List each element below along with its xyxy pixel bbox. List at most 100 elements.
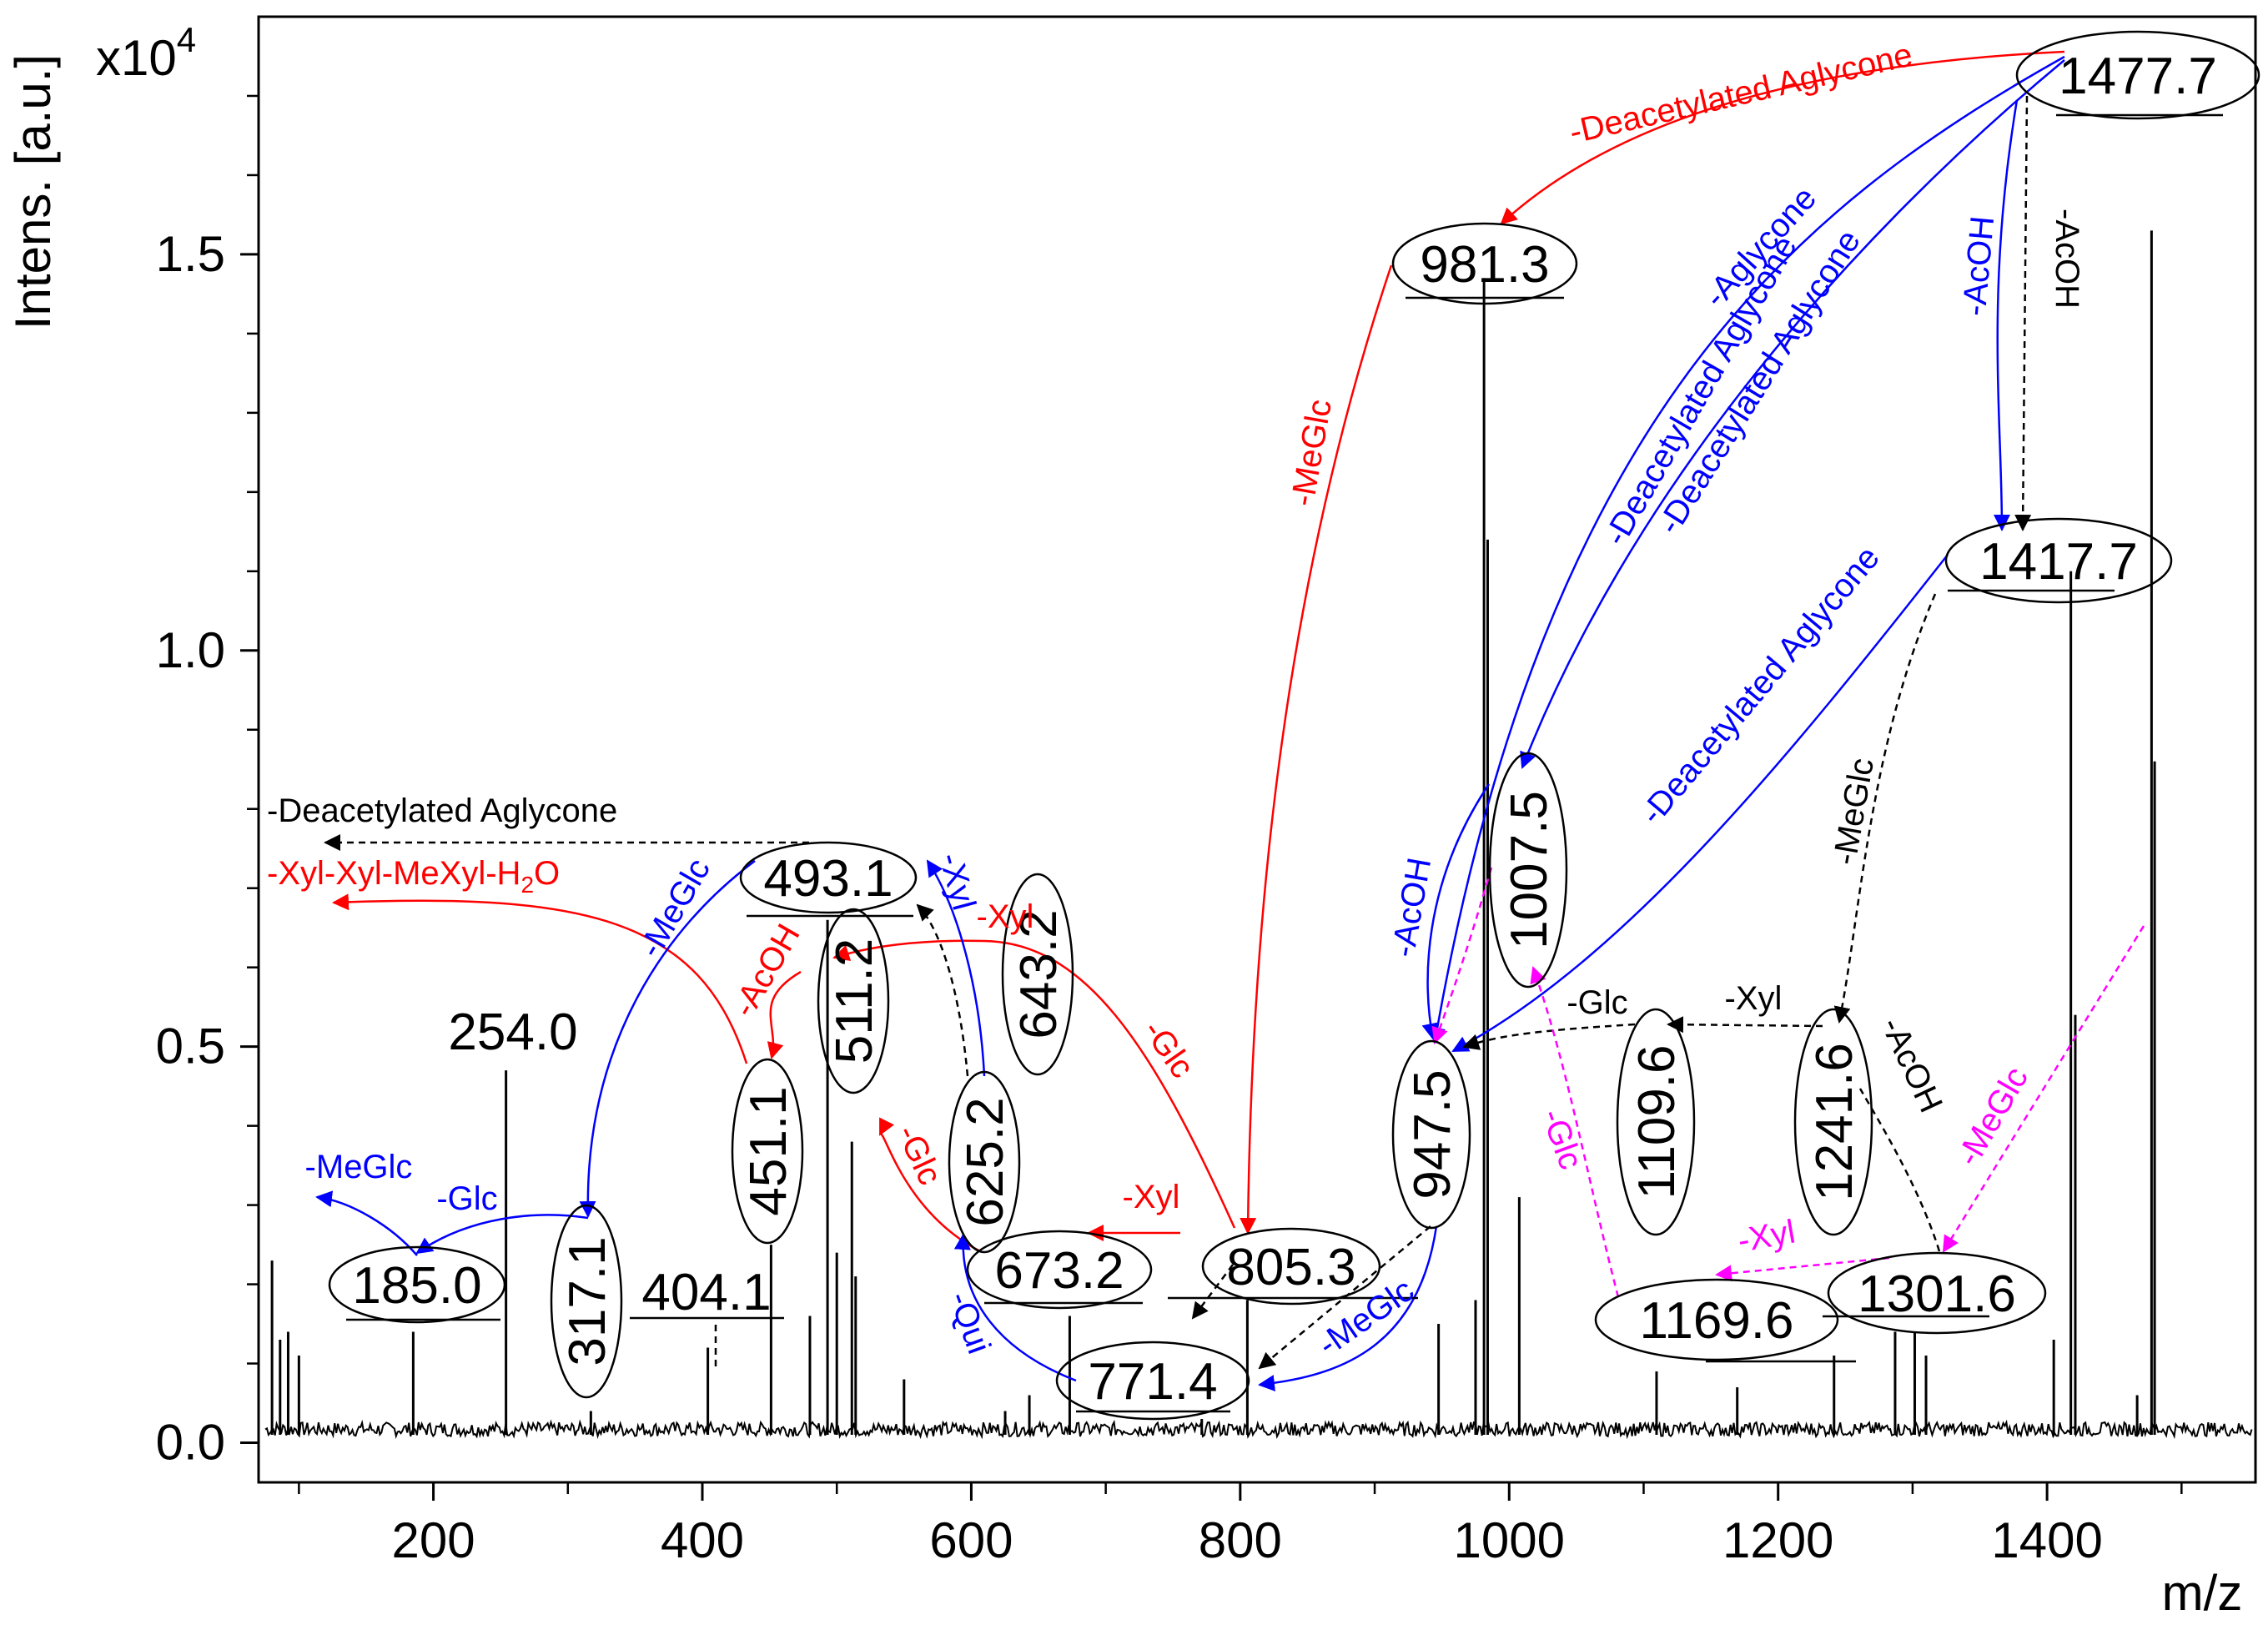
peak-label-947: 947.5 <box>1404 1069 1461 1199</box>
peak-label-1301: 1301.6 <box>1858 1265 2016 1323</box>
y-multiplier-exponent: 4 <box>177 20 196 59</box>
ann-glc-red-2: -Glc <box>889 1119 948 1190</box>
arrow-317-185-blue <box>415 1214 589 1255</box>
peak-label-1241: 1241.6 <box>1806 1043 1863 1201</box>
peak-label-404: 404.1 <box>641 1264 771 1321</box>
ann-glc-black: -Glc <box>1566 984 1627 1021</box>
peak-label-493: 493.1 <box>763 850 893 908</box>
ann-qui-blue: -Qui <box>942 1287 998 1359</box>
y-tick-label-1: 0.5 <box>156 1019 225 1074</box>
ellipse-625 <box>948 1070 1021 1254</box>
peak-label-1417: 1417.7 <box>1979 533 2138 591</box>
arrow-1417-1241-black <box>1833 593 1937 1024</box>
arrow-805-511-red <box>832 939 1236 1229</box>
arrow-1007-947-blue <box>1421 783 1491 1040</box>
peak-label-1109: 1109.6 <box>1628 1044 1686 1199</box>
ellipse-1477 <box>2015 30 2260 120</box>
ann-glc-magenta: -Glc <box>1534 1104 1589 1175</box>
peak-label-771: 771.4 <box>1088 1353 1217 1411</box>
ellipse-805 <box>1201 1227 1381 1306</box>
x-axis-label: m/z <box>2162 1565 2243 1621</box>
ellipse-771 <box>1055 1341 1250 1421</box>
ellipse-511 <box>817 908 890 1094</box>
label-underlines <box>346 113 2223 1413</box>
ellipse-451 <box>731 1058 804 1245</box>
arrow-out-1301-magenta <box>1942 925 2145 1253</box>
ellipse-1007 <box>1488 752 1568 989</box>
ellipse-493 <box>739 841 918 914</box>
fragmentation-arrows <box>315 50 2145 1391</box>
arrow-1301-1241-black <box>1858 1088 1941 1252</box>
peak-ellipses <box>328 30 2260 1421</box>
peak-label-511: 511.2 <box>826 938 883 1064</box>
x-tick-label-400: 400 <box>661 1512 744 1568</box>
spectrum-trace <box>264 230 2253 1440</box>
arrow-1007-947-magenta <box>1431 867 1493 1044</box>
arrow-1477-1417-black <box>2014 95 2032 531</box>
peak-label-625: 625.2 <box>957 1097 1014 1226</box>
ellipse-1241 <box>1793 1008 1873 1236</box>
ellipse-1417 <box>1944 517 2173 604</box>
ellipse-947 <box>1391 1039 1471 1230</box>
peak-label-1007: 1007.5 <box>1501 791 1558 949</box>
peak-labels: 1477.7 981.3 1417.7 1007.5 947.5 1109.6 … <box>352 48 2216 1411</box>
ann-glc-blue: -MeGlc <box>305 1149 413 1185</box>
ann-xyl-xyl-mexyl-h2o-tail: O <box>534 855 560 892</box>
ann-xyl-black: -Xyl <box>1725 980 1783 1017</box>
ann-xyl-magenta: -Xyl <box>1735 1214 1798 1260</box>
peak-label-673: 673.2 <box>994 1242 1124 1300</box>
ann-megl-red: -MeGlc <box>1284 396 1339 509</box>
ann-xyl-xyl-mexyl-h2o-sub: 2 <box>520 872 534 898</box>
ann-xyl-blue-2: -Glc <box>436 1180 497 1217</box>
arrow-493-317-blue <box>579 859 756 1218</box>
y-axis-label: Intens. [a.u.] <box>5 54 61 330</box>
peak-label-643: 643.2 <box>1010 909 1068 1039</box>
ann-megl-blue-2: -MeGlc <box>631 853 717 964</box>
ellipse-643 <box>1001 873 1074 1076</box>
peak-label-1477: 1477.7 <box>2059 48 2217 105</box>
peak-label-805: 805.3 <box>1226 1239 1355 1296</box>
annotation-labels: -Deacetylated Aglycone -Aglycone -Deacet… <box>267 37 2085 1364</box>
ellipse-317 <box>550 1204 623 1399</box>
ellipse-981 <box>1391 222 1578 305</box>
arrow-1477-1007-blue <box>1520 59 2065 769</box>
arrow-771-625-blue <box>953 1233 1077 1382</box>
arrow-947-771-blue <box>1258 1225 1438 1391</box>
ann-acoh-blue-1: -AcOH <box>1956 214 2001 317</box>
peak-label-254: 254.0 <box>448 1004 577 1061</box>
ann-deacetylated-aglycone-black: -Deacetylated Aglycone <box>267 792 617 829</box>
x-tick-label-1200: 1200 <box>1722 1512 1833 1568</box>
ann-xyl-red-2: -Xyl <box>1123 1179 1180 1215</box>
y-multiplier-base: x10 <box>96 30 177 86</box>
arrow-1477-947-aglycone-blue <box>1429 55 2065 1044</box>
baseline-noise <box>264 1419 2253 1440</box>
arrow-981-805-red <box>1240 264 1393 1235</box>
y-tick-label-3: 1.5 <box>156 226 225 282</box>
x-tick-label-200: 200 <box>392 1512 475 1568</box>
arrow-511-451-red <box>767 970 802 1059</box>
arrow-1241-1109-black <box>1667 1016 1823 1034</box>
arrow-1301-1169-magenta <box>1715 1256 1890 1282</box>
axis-ticks: 200 400 600 800 1000 1200 1400 0.0 0.5 1.0 1.5 <box>156 94 2183 1568</box>
peak-label-451: 451.1 <box>740 1086 797 1215</box>
plot-frame <box>257 15 2257 1484</box>
ellipse-673 <box>966 1230 1153 1310</box>
ellipse-1169 <box>1594 1278 1839 1361</box>
ann-glc-red-1: -Glc <box>1136 1014 1201 1084</box>
x-tick-label-600: 600 <box>929 1512 1013 1568</box>
peak-label-185: 185.0 <box>352 1257 481 1315</box>
arrow-1109-947-black <box>1462 1023 1636 1050</box>
x-tick-label-1000: 1000 <box>1454 1512 1565 1568</box>
arrow-451-out-red <box>332 893 748 1064</box>
ellipse-1301 <box>1827 1251 2047 1335</box>
peak-label-1169: 1169.6 <box>1639 1292 1793 1350</box>
arrow-673-511-red <box>878 1117 981 1253</box>
ann-xyl-red-1: -Xyl <box>977 898 1034 935</box>
ann-xyl-xyl-mexyl-h2o-main: -Xyl-Xyl-MeXyl-H <box>267 855 520 892</box>
ann-acoh-black-1: -AcOH <box>2049 209 2085 309</box>
y-multiplier: x104 <box>96 20 196 86</box>
x-tick-label-1400: 1400 <box>1991 1512 2102 1568</box>
arrow-185-out-blue <box>315 1190 418 1256</box>
arrow-1417-947-blue <box>1451 554 1949 1053</box>
